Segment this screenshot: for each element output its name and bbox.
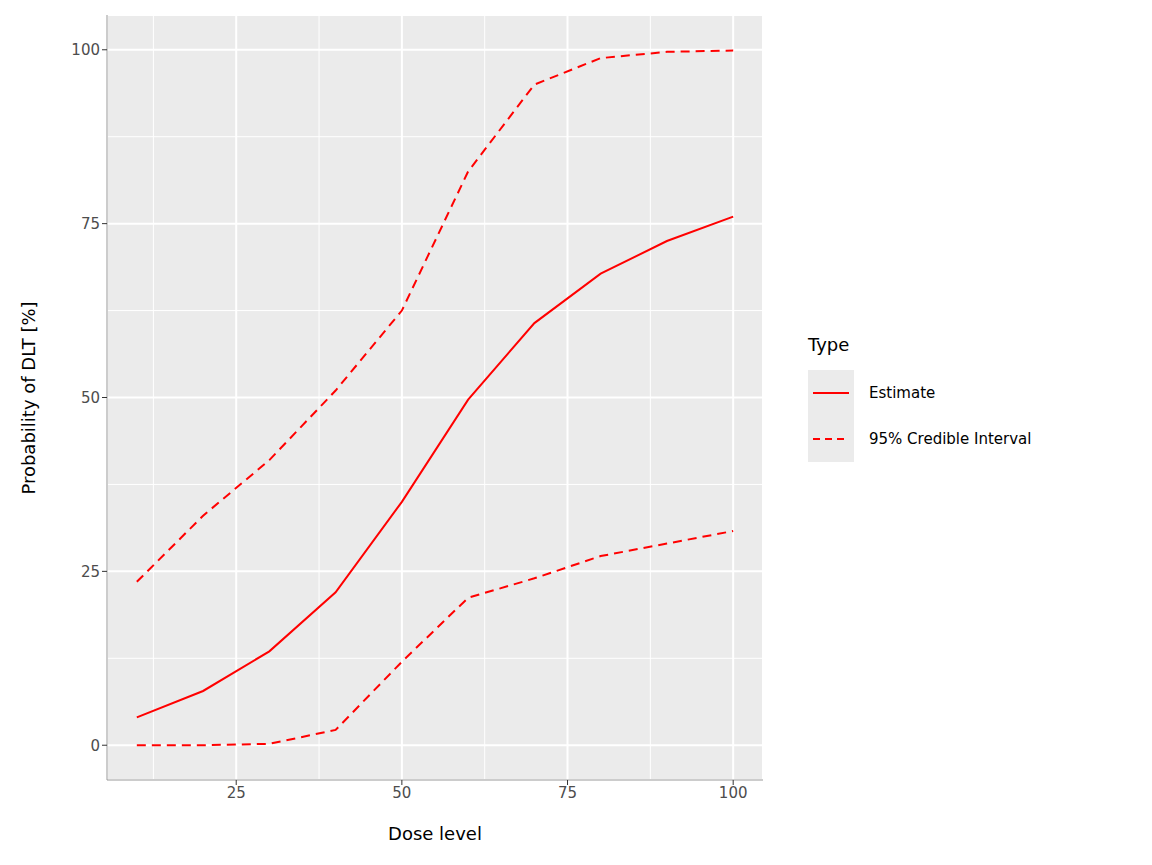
svg-text:25: 25 bbox=[227, 784, 246, 802]
svg-text:25: 25 bbox=[81, 563, 100, 581]
svg-text:100: 100 bbox=[71, 41, 100, 59]
svg-text:0: 0 bbox=[90, 737, 100, 755]
html-text:95% Credible Interval: 95% Credible Interval bbox=[869, 430, 1032, 448]
svg-text:50: 50 bbox=[392, 784, 411, 802]
html-text:Probability of DLT [%]: Probability of DLT [%] bbox=[17, 300, 39, 495]
html-text:Estimate: Estimate bbox=[869, 384, 936, 402]
svg-text:100: 100 bbox=[719, 784, 748, 802]
svg-text:75: 75 bbox=[558, 784, 577, 802]
html-text:Type: Type bbox=[808, 334, 850, 355]
html-text:Dose level: Dose level bbox=[388, 822, 482, 844]
svg-text:75: 75 bbox=[81, 215, 100, 233]
svg-text:50: 50 bbox=[81, 389, 100, 407]
